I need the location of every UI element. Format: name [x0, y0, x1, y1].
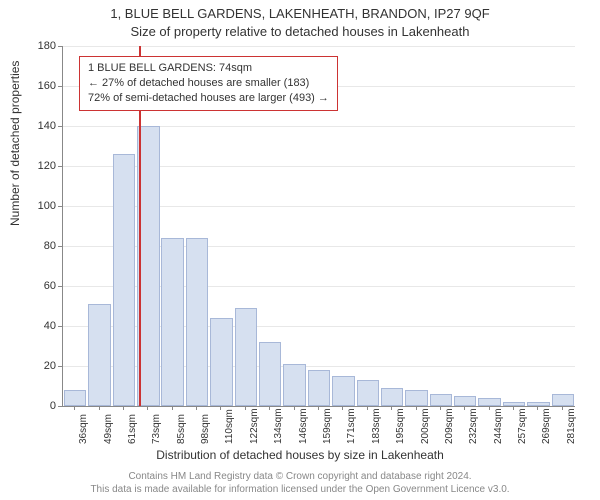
x-tick-mark: [513, 406, 514, 410]
y-tick-label: 120: [16, 160, 56, 172]
x-tick-label: 269sqm: [541, 408, 552, 444]
x-tick-label: 49sqm: [103, 414, 114, 444]
histogram-bar: [235, 308, 257, 406]
histogram-bar: [430, 394, 452, 406]
info-box: 1 BLUE BELL GARDENS: 74sqm← 27% of detac…: [79, 56, 338, 111]
x-tick-mark: [562, 406, 563, 410]
x-tick-label: 85sqm: [176, 414, 187, 444]
x-tick-label: 36sqm: [78, 414, 89, 444]
x-tick-mark: [172, 406, 173, 410]
histogram-bar: [308, 370, 330, 406]
plot-area: 1 BLUE BELL GARDENS: 74sqm← 27% of detac…: [62, 46, 575, 407]
x-tick-label: 134sqm: [273, 408, 284, 444]
x-tick-mark: [99, 406, 100, 410]
histogram-bar: [210, 318, 232, 406]
info-box-line: 1 BLUE BELL GARDENS: 74sqm: [88, 61, 329, 76]
x-tick-mark: [537, 406, 538, 410]
y-tick-mark: [58, 206, 62, 207]
attribution-line-2: This data is made available for informat…: [90, 484, 509, 495]
x-tick-label: 209sqm: [444, 408, 455, 444]
y-tick-mark: [58, 366, 62, 367]
y-tick-mark: [58, 326, 62, 327]
y-tick-mark: [58, 86, 62, 87]
x-tick-label: 281sqm: [566, 408, 577, 444]
x-tick-mark: [147, 406, 148, 410]
y-tick-mark: [58, 46, 62, 47]
histogram-bar: [478, 398, 500, 406]
y-tick-mark: [58, 166, 62, 167]
chart-title-address: 1, BLUE BELL GARDENS, LAKENHEATH, BRANDO…: [0, 6, 600, 21]
histogram-bar: [552, 394, 574, 406]
histogram-bar: [405, 390, 427, 406]
x-tick-mark: [294, 406, 295, 410]
histogram-bar: [381, 388, 403, 406]
histogram-bar: [113, 154, 135, 406]
x-tick-mark: [74, 406, 75, 410]
x-tick-mark: [464, 406, 465, 410]
histogram-bar: [186, 238, 208, 406]
x-tick-label: 232sqm: [468, 408, 479, 444]
x-tick-label: 200sqm: [420, 408, 431, 444]
x-tick-mark: [245, 406, 246, 410]
x-tick-mark: [440, 406, 441, 410]
x-tick-label: 244sqm: [493, 408, 504, 444]
y-tick-label: 60: [16, 280, 56, 292]
x-tick-mark: [391, 406, 392, 410]
histogram-bar: [64, 390, 86, 406]
x-tick-mark: [342, 406, 343, 410]
x-tick-label: 171sqm: [346, 408, 357, 444]
histogram-bar: [88, 304, 110, 406]
x-tick-mark: [220, 406, 221, 410]
x-tick-mark: [318, 406, 319, 410]
x-tick-label: 146sqm: [298, 408, 309, 444]
chart-title-subtitle: Size of property relative to detached ho…: [0, 24, 600, 39]
y-tick-mark: [58, 126, 62, 127]
x-tick-label: 183sqm: [371, 408, 382, 444]
info-box-line: 72% of semi-detached houses are larger (…: [88, 91, 329, 106]
attribution-line-1: Contains HM Land Registry data © Crown c…: [128, 471, 471, 482]
attribution-text: Contains HM Land Registry data © Crown c…: [0, 471, 600, 496]
x-tick-mark: [269, 406, 270, 410]
x-tick-label: 61sqm: [127, 414, 138, 444]
histogram-bar: [357, 380, 379, 406]
x-tick-mark: [123, 406, 124, 410]
x-tick-mark: [196, 406, 197, 410]
y-tick-label: 40: [16, 320, 56, 332]
y-tick-label: 100: [16, 200, 56, 212]
y-tick-label: 160: [16, 80, 56, 92]
x-tick-label: 159sqm: [322, 408, 333, 444]
histogram-bar: [454, 396, 476, 406]
x-tick-mark: [416, 406, 417, 410]
x-tick-label: 122sqm: [249, 408, 260, 444]
x-axis-label: Distribution of detached houses by size …: [0, 448, 600, 462]
y-tick-label: 140: [16, 120, 56, 132]
x-tick-mark: [489, 406, 490, 410]
histogram-bar: [283, 364, 305, 406]
x-tick-label: 257sqm: [517, 408, 528, 444]
x-tick-label: 195sqm: [395, 408, 406, 444]
x-tick-label: 110sqm: [224, 409, 235, 444]
histogram-bar: [332, 376, 354, 406]
x-tick-label: 73sqm: [151, 414, 162, 444]
y-tick-label: 0: [16, 400, 56, 412]
y-tick-mark: [58, 246, 62, 247]
histogram-bar: [161, 238, 183, 406]
y-tick-label: 80: [16, 240, 56, 252]
x-tick-label: 98sqm: [200, 414, 211, 444]
y-tick-mark: [58, 286, 62, 287]
y-tick-label: 180: [16, 40, 56, 52]
histogram-bar: [259, 342, 281, 406]
y-tick-mark: [58, 406, 62, 407]
x-tick-mark: [367, 406, 368, 410]
y-tick-label: 20: [16, 360, 56, 372]
info-box-line: ← 27% of detached houses are smaller (18…: [88, 76, 329, 91]
